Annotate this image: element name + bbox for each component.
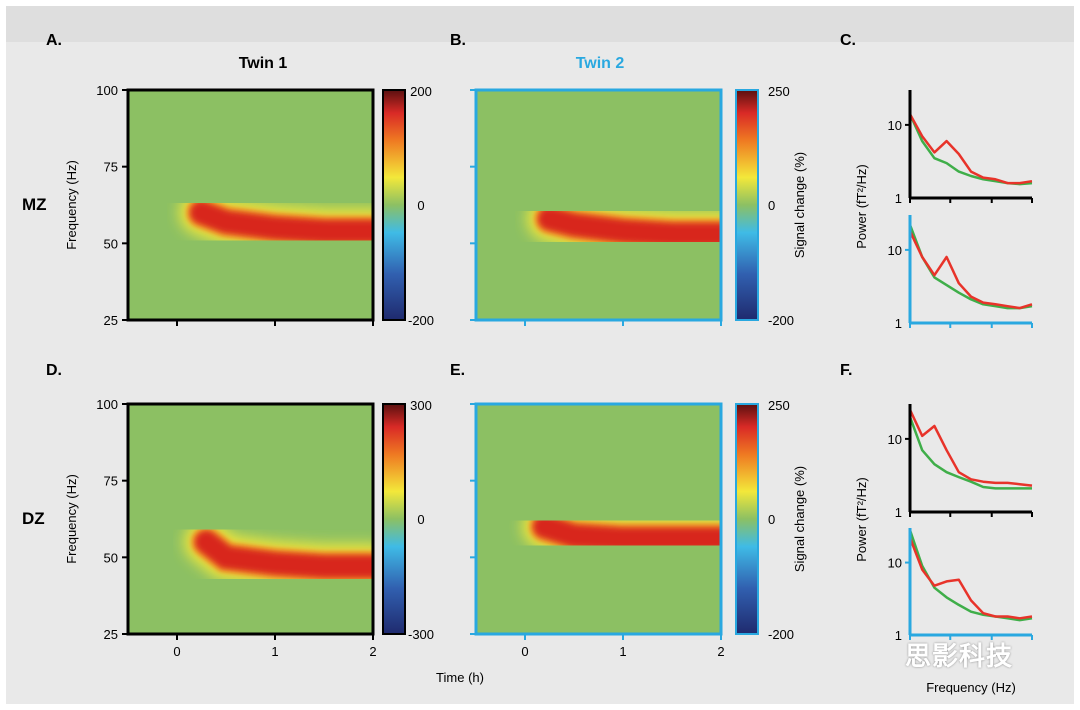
heatmap-band-B <box>538 207 732 246</box>
y-tick-label: 25 <box>104 627 118 642</box>
x-axis-label: Time (h) <box>436 670 484 685</box>
colorbar-tick-label: 200 <box>410 84 432 99</box>
column-title-twin1: Twin 1 <box>239 55 288 72</box>
spectrum-green-F <box>908 529 1033 622</box>
top-band <box>6 6 1074 42</box>
spectrum-red-F <box>908 537 1033 620</box>
y-tick-label: 25 <box>104 313 118 328</box>
colorbar-E <box>735 403 759 635</box>
panel-letter-b: B. <box>450 32 466 49</box>
panel-letter-e: E. <box>450 362 465 379</box>
y-tick-label: 10 <box>888 432 902 447</box>
spectrum-red-C <box>908 230 1033 310</box>
colorbar-label: Signal change (%) <box>792 466 807 572</box>
colorbar-tick-label: 250 <box>768 398 790 413</box>
y-tick-label: 10 <box>888 243 902 258</box>
heatmap-frame-A <box>126 88 375 322</box>
panel-letter-f: F. <box>840 362 852 379</box>
heatmap-frame-D <box>126 402 375 636</box>
heatmap-band-E <box>533 515 732 550</box>
spectrum-green-C <box>908 113 1033 186</box>
watermark: 思影科技 <box>905 641 1014 671</box>
colorbar-tick-label: -200 <box>768 313 794 328</box>
y-axis-label: Power (fT²/Hz) <box>854 477 869 562</box>
heatmap-band-A <box>190 201 384 243</box>
y-tick-label: 100 <box>96 397 118 412</box>
colorbar-tick-label: -200 <box>768 627 794 642</box>
y-tick-label: 50 <box>104 236 118 251</box>
y-tick-label: 10 <box>888 118 902 133</box>
x-tick-label: 2 <box>369 644 376 659</box>
colorbar-tick-label: 300 <box>410 398 432 413</box>
y-tick-label: 75 <box>104 160 118 175</box>
x-tick-label: 1 <box>271 644 278 659</box>
heatmap-frame-B <box>474 88 723 322</box>
x-axis-label: Frequency (Hz) <box>926 680 1016 695</box>
spectrum-red-F <box>908 409 1033 487</box>
x-tick-label: 2 <box>717 644 724 659</box>
colorbar-tick-label: 0 <box>768 198 775 213</box>
y-axis-label: Frequency (Hz) <box>64 160 79 250</box>
y-tick-label: 1 <box>895 191 902 206</box>
colorbar-label: Signal change (%) <box>792 152 807 258</box>
panel-letter-d: D. <box>46 362 62 379</box>
colorbar-tick-label: 0 <box>417 512 424 527</box>
y-tick-label: 100 <box>96 83 118 98</box>
y-tick-label: 1 <box>895 628 902 643</box>
colorbar-A <box>382 89 406 321</box>
heatmap-frame-E <box>474 402 723 636</box>
heatmap-background-D <box>128 404 373 634</box>
y-tick-label: 10 <box>888 556 902 571</box>
y-tick-label: 1 <box>895 316 902 331</box>
heatmap-background-B <box>476 90 721 320</box>
colorbar-D <box>382 403 406 635</box>
y-axis-label: Frequency (Hz) <box>64 474 79 564</box>
spectrum-red-C <box>908 113 1033 185</box>
y-axis-label: Power (fT²/Hz) <box>854 164 869 249</box>
row-label-mz: MZ <box>22 195 47 214</box>
x-tick-label: 1 <box>619 644 626 659</box>
x-tick-label: 0 <box>173 644 180 659</box>
colorbar-tick-label: -300 <box>408 627 434 642</box>
x-tick-label: 0 <box>521 644 528 659</box>
heatmap-band-D <box>195 531 384 578</box>
panel-letter-c: C. <box>840 32 856 49</box>
panel-letter-a: A. <box>46 32 62 49</box>
colorbar-tick-label: 0 <box>768 512 775 527</box>
y-tick-label: 75 <box>104 474 118 489</box>
y-tick-label: 50 <box>104 550 118 565</box>
colorbar-tick-label: -200 <box>408 313 434 328</box>
colorbar-B <box>735 89 759 321</box>
colorbar-tick-label: 250 <box>768 84 790 99</box>
column-title-twin2: Twin 2 <box>576 55 625 72</box>
spectrum-green-F <box>908 416 1032 490</box>
y-tick-label: 1 <box>895 505 902 520</box>
colorbar-tick-label: 0 <box>417 198 424 213</box>
row-label-dz: DZ <box>22 509 45 528</box>
